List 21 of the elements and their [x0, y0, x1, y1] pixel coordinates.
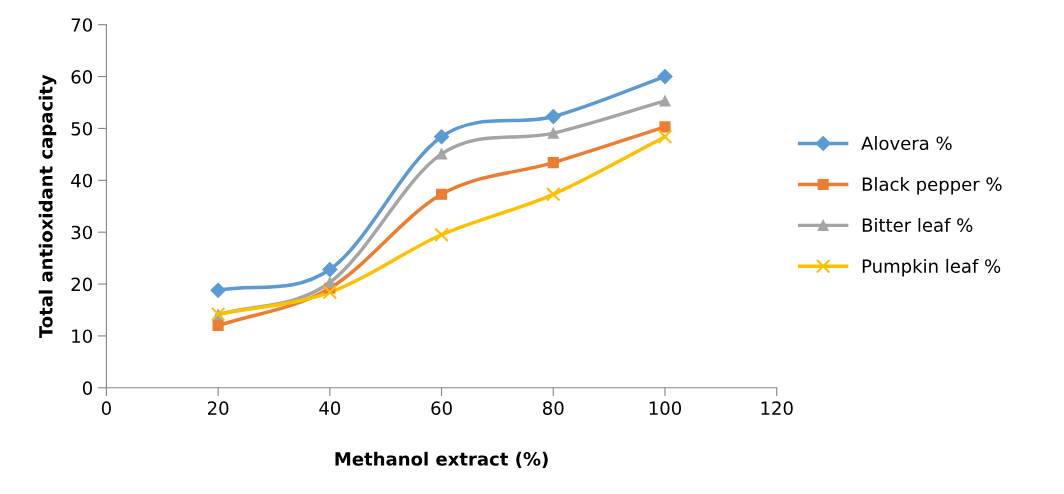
y-tick-label: 10 [72, 329, 93, 344]
y-tick-label: 40 [71, 173, 93, 188]
y-tick-label: 50 [71, 121, 93, 136]
y-tick-label: 30 [71, 225, 93, 240]
legend-label: Alovera % [861, 136, 952, 151]
y-axis-title: Total antioxidant capacity [38, 74, 57, 339]
x-tick-label: 20 [207, 401, 229, 415]
y-tick-label: 20 [71, 277, 93, 292]
x-axis-title: Methanol extract (%) [335, 451, 548, 468]
x-tick-label: 40 [319, 401, 341, 415]
y-tick-label: 60 [71, 70, 93, 84]
x-tick-label: 80 [543, 401, 564, 415]
y-tick-label: 70 [71, 18, 93, 32]
legend-label: Black pepper % [862, 177, 1002, 195]
x-tick-label: 120 [761, 401, 793, 415]
x-tick-label: 0 [101, 401, 111, 415]
legend-label: Bitter leaf % [862, 217, 973, 232]
x-tick-label: 100 [649, 401, 682, 415]
x-tick-label: 60 [431, 401, 452, 415]
y-tick-label: 0 [82, 381, 93, 395]
legend-label: Pumpkin leaf % [862, 258, 1001, 277]
